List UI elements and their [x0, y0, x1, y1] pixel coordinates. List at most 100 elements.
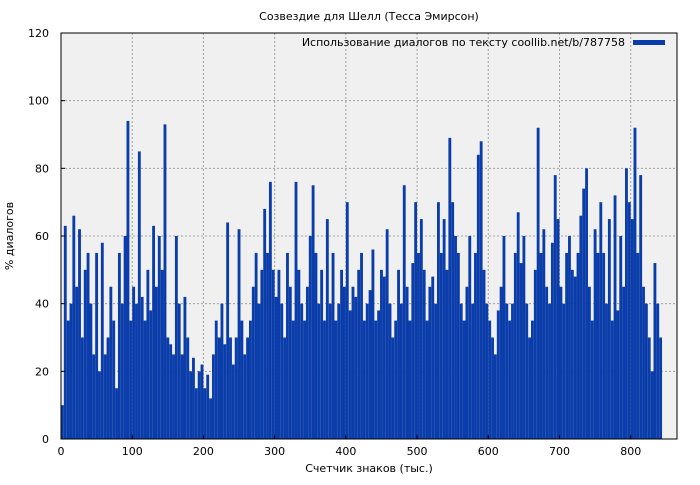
bar [234, 337, 238, 439]
bar [625, 168, 628, 440]
bar [357, 269, 361, 439]
bar [422, 269, 426, 439]
bar [437, 202, 440, 439]
bar [360, 252, 363, 439]
y-tick-label: 120 [28, 27, 49, 40]
bar [616, 310, 620, 439]
bar [644, 303, 648, 439]
bar [619, 236, 623, 439]
ticks: 0 20 40 60 80 100 120 0 100 200 300 400 500 600 700 800 [28, 27, 641, 458]
bar [656, 303, 660, 439]
bar [300, 303, 304, 439]
bar [479, 141, 483, 439]
bar [106, 337, 110, 439]
bar [112, 320, 116, 439]
bar [200, 364, 204, 439]
bar [186, 337, 190, 439]
y-tick-label: 100 [28, 95, 49, 108]
bar [95, 252, 99, 439]
bar [459, 303, 463, 439]
y-tick-label: 20 [35, 365, 49, 378]
bar [129, 320, 133, 439]
bar [485, 303, 489, 439]
y-tick-label: 80 [35, 162, 49, 175]
bar [325, 219, 329, 439]
bar [109, 286, 113, 439]
bar [254, 252, 258, 439]
bar [311, 185, 315, 439]
x-tick-label: 800 [620, 445, 641, 458]
bar [345, 202, 349, 439]
bar [217, 337, 221, 439]
bar [80, 337, 84, 439]
bar [593, 229, 597, 439]
bar [382, 276, 386, 439]
legend: Использование диалогов по тексту coollib… [302, 36, 665, 49]
bar [351, 286, 355, 439]
bar [397, 269, 400, 439]
bar [328, 303, 332, 439]
bar [462, 320, 466, 439]
bar [454, 236, 457, 439]
bar [579, 215, 583, 439]
bar [491, 337, 494, 439]
bar [72, 215, 76, 439]
bar [496, 310, 500, 439]
bar [297, 269, 301, 439]
bar [123, 236, 127, 439]
bar [636, 252, 640, 439]
bar [209, 398, 212, 439]
bar [639, 175, 643, 439]
bar [482, 269, 486, 439]
bar [263, 208, 267, 439]
bar [556, 219, 560, 439]
bar [388, 303, 392, 439]
bar [183, 296, 187, 439]
bar [545, 286, 549, 439]
bar [402, 185, 406, 439]
bar [587, 286, 591, 439]
bar [166, 337, 170, 439]
bar [83, 269, 87, 439]
bar [371, 249, 375, 439]
bar [394, 320, 398, 439]
bar [220, 303, 224, 439]
bar [317, 303, 321, 439]
bar [348, 310, 352, 439]
bar [155, 286, 158, 439]
bar [229, 337, 232, 439]
bar [539, 252, 543, 439]
bar [92, 354, 96, 439]
bar [283, 337, 287, 439]
bar [642, 286, 645, 439]
bar [516, 212, 520, 439]
bar [237, 229, 241, 439]
bar [377, 310, 381, 439]
bar [189, 371, 193, 439]
bar [456, 252, 460, 439]
bar [157, 236, 161, 439]
bar [505, 303, 509, 439]
bar [169, 344, 173, 439]
x-tick-label: 700 [549, 445, 570, 458]
x-axis-label: Счетчик знаков (тыс.) [305, 462, 433, 475]
bar [468, 236, 472, 439]
bar [570, 269, 574, 439]
y-tick-label: 60 [35, 230, 49, 243]
bar [100, 242, 104, 439]
bar [115, 388, 118, 439]
bar [425, 320, 429, 439]
bar [573, 276, 577, 439]
bar [499, 286, 503, 439]
y-axis-label: % диалогов [3, 202, 16, 270]
bar [522, 236, 526, 439]
bar [206, 374, 210, 439]
bar [627, 202, 631, 439]
bar [613, 195, 617, 439]
bar [243, 354, 247, 439]
bar [568, 236, 571, 439]
bar [528, 337, 532, 439]
bar [78, 229, 81, 439]
bar [143, 320, 147, 439]
